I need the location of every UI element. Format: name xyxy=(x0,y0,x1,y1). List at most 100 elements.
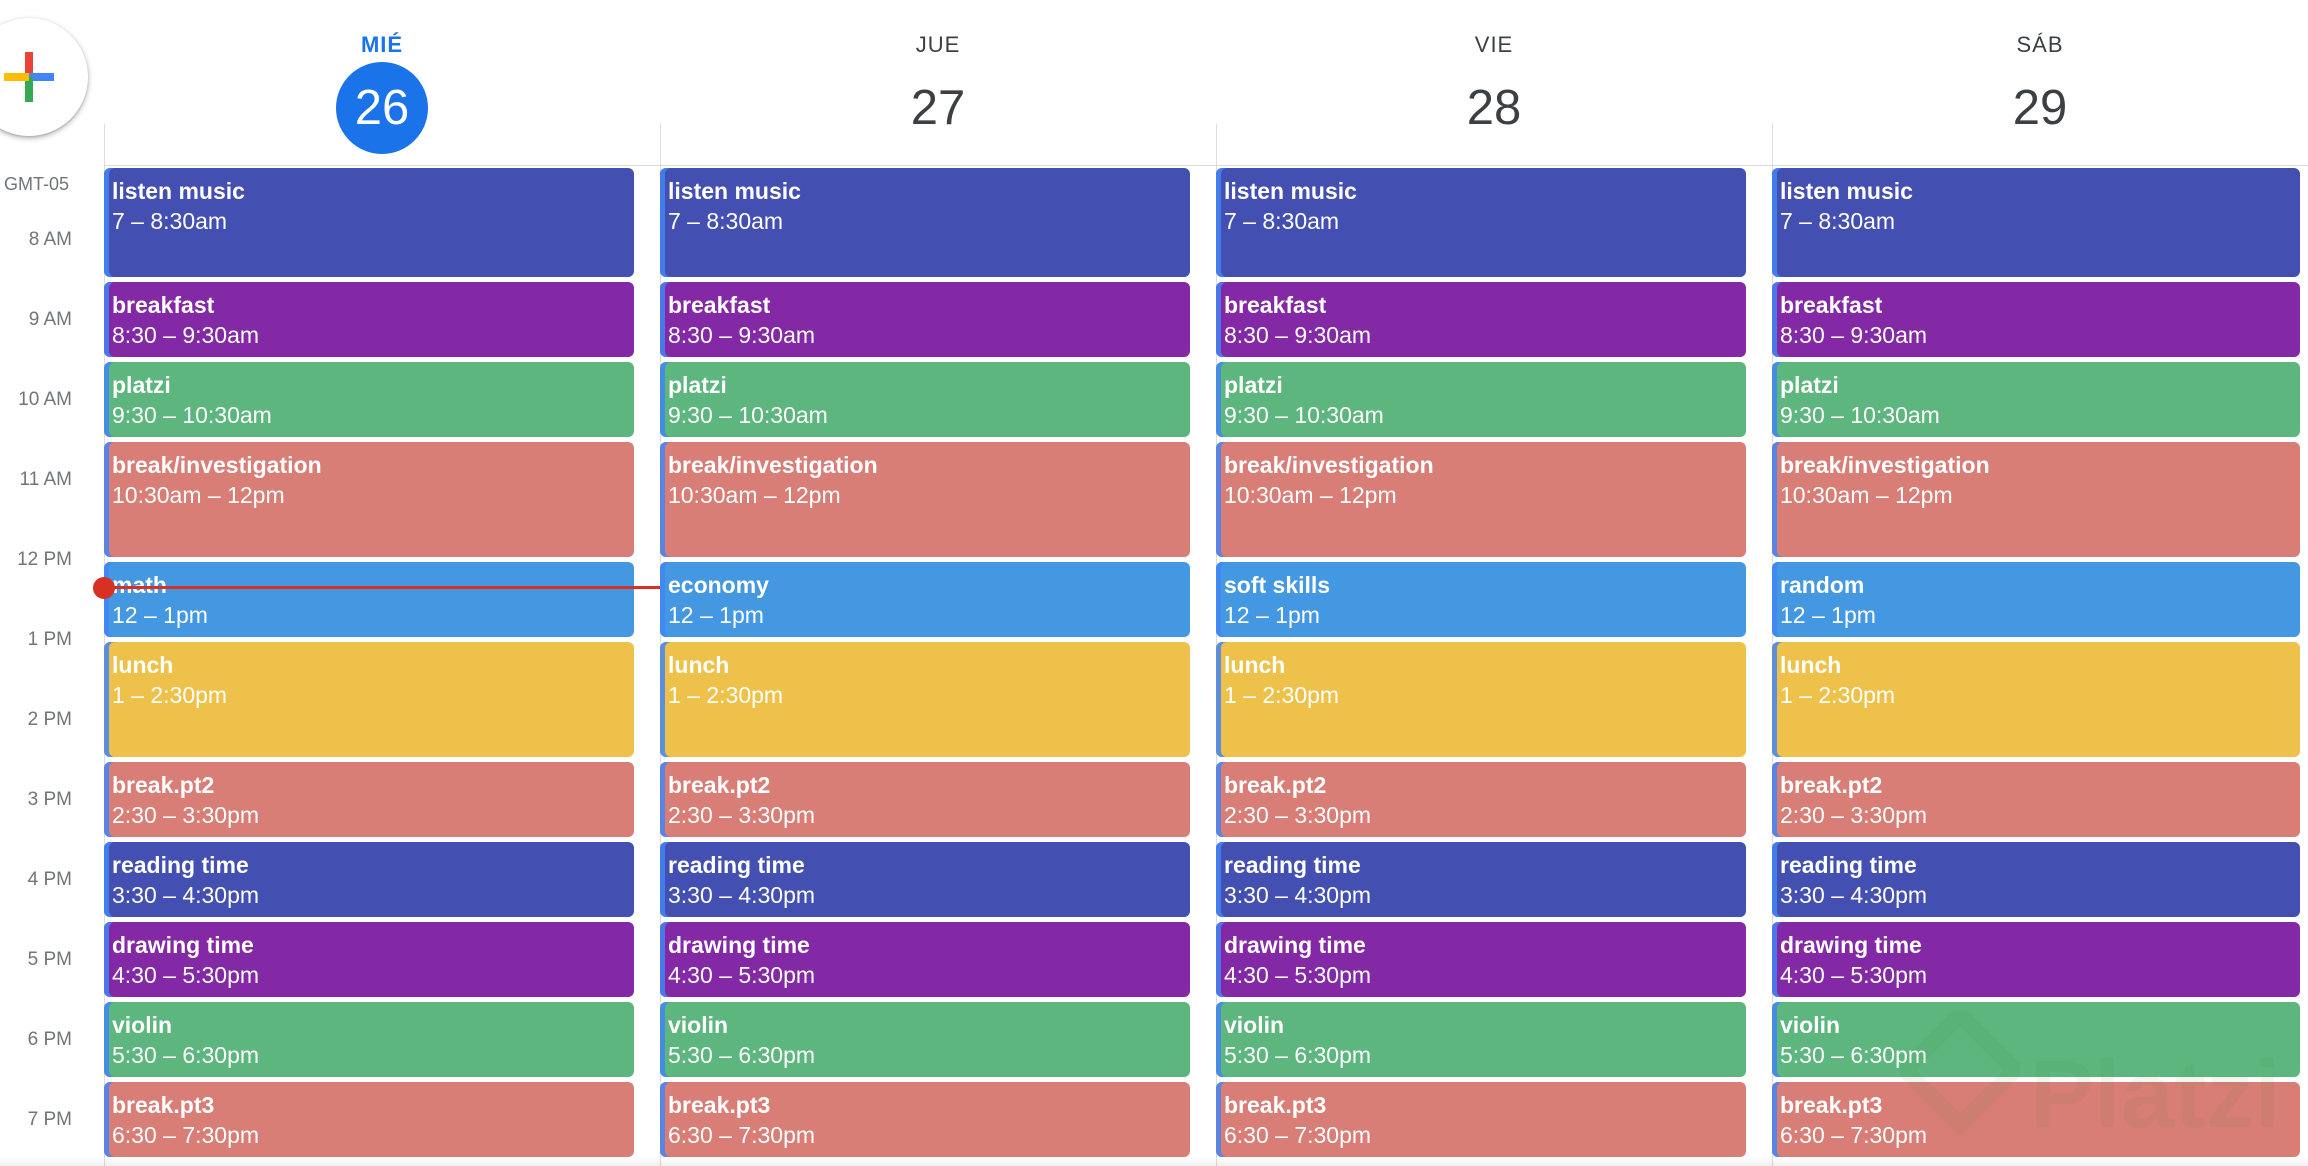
event-block[interactable]: math 12 – 1pm xyxy=(104,562,634,637)
event-block[interactable]: platzi 9:30 – 10:30am xyxy=(104,362,634,437)
event-title: breakfast xyxy=(1780,292,1883,318)
event-block[interactable]: violin 5:30 – 6:30pm xyxy=(660,1002,1190,1077)
event-block[interactable]: platzi 9:30 – 10:30am xyxy=(1216,362,1746,437)
event-block[interactable]: breakfast 8:30 – 9:30am xyxy=(660,282,1190,357)
event-time: 5:30 – 6:30pm xyxy=(668,1042,816,1068)
event-block[interactable]: break.pt2 2:30 – 3:30pm xyxy=(1216,762,1746,837)
event-title: breakfast xyxy=(112,292,215,318)
event-title: lunch xyxy=(112,652,174,678)
event-title: reading time xyxy=(1224,852,1361,878)
day-header-1[interactable]: JUE 27 xyxy=(660,0,1216,166)
event-block[interactable]: economy 12 – 1pm xyxy=(660,562,1190,637)
event-time: 4:30 – 5:30pm xyxy=(1780,962,1928,988)
event-block[interactable]: break.pt2 2:30 – 3:30pm xyxy=(1772,762,2300,837)
event-block[interactable]: drawing time 4:30 – 5:30pm xyxy=(660,922,1190,997)
day-of-week-label: VIE xyxy=(1474,32,1514,57)
event-block[interactable]: lunch 1 – 2:30pm xyxy=(104,642,634,757)
event-block[interactable]: drawing time 4:30 – 5:30pm xyxy=(104,922,634,997)
time-label: 11 AM xyxy=(19,469,72,490)
event-title: break/investigation xyxy=(668,452,878,478)
event-title: reading time xyxy=(668,852,805,878)
event-title: breakfast xyxy=(668,292,771,318)
event-block[interactable]: lunch 1 – 2:30pm xyxy=(660,642,1190,757)
event-time: 2:30 – 3:30pm xyxy=(1780,802,1928,828)
event-block[interactable]: breakfast 8:30 – 9:30am xyxy=(1772,282,2300,357)
event-time: 4:30 – 5:30pm xyxy=(112,962,260,988)
create-event-button[interactable] xyxy=(0,18,88,136)
event-title: reading time xyxy=(112,852,249,878)
time-label: 2 PM xyxy=(27,709,72,730)
event-time: 10:30am – 12pm xyxy=(1224,482,1397,508)
day-number[interactable]: 26 xyxy=(336,62,428,154)
event-block[interactable]: break.pt3 6:30 – 7:30pm xyxy=(660,1082,1190,1157)
event-block[interactable]: reading time 3:30 – 4:30pm xyxy=(1216,842,1746,917)
event-time: 3:30 – 4:30pm xyxy=(112,882,260,908)
event-title: platzi xyxy=(1780,372,1839,398)
event-time: 5:30 – 6:30pm xyxy=(112,1042,260,1068)
event-time: 8:30 – 9:30am xyxy=(1780,322,1928,348)
event-title: break.pt2 xyxy=(1224,772,1327,798)
event-title: drawing time xyxy=(1780,932,1922,958)
time-label: 4 PM xyxy=(27,869,72,890)
day-header-3[interactable]: SÁB 29 xyxy=(1772,0,2308,166)
time-label: 9 AM xyxy=(28,309,72,330)
day-number[interactable]: 29 xyxy=(2012,81,2068,135)
event-time: 1 – 2:30pm xyxy=(668,682,784,708)
event-block[interactable]: break/investigation 10:30am – 12pm xyxy=(660,442,1190,557)
event-title: lunch xyxy=(668,652,730,678)
event-time: 8:30 – 9:30am xyxy=(1224,322,1372,348)
day-of-week-label: JUE xyxy=(915,32,961,57)
event-block[interactable]: drawing time 4:30 – 5:30pm xyxy=(1216,922,1746,997)
event-time: 4:30 – 5:30pm xyxy=(668,962,816,988)
event-time: 12 – 1pm xyxy=(668,602,764,628)
event-block[interactable]: breakfast 8:30 – 9:30am xyxy=(1216,282,1746,357)
event-title: break.pt3 xyxy=(668,1092,771,1118)
event-block[interactable]: listen music 7 – 8:30am xyxy=(1772,168,2300,277)
event-block[interactable]: soft skills 12 – 1pm xyxy=(1216,562,1746,637)
event-block[interactable]: violin 5:30 – 6:30pm xyxy=(1772,1002,2300,1077)
event-time: 6:30 – 7:30pm xyxy=(112,1122,260,1148)
event-block[interactable]: reading time 3:30 – 4:30pm xyxy=(104,842,634,917)
event-block[interactable]: reading time 3:30 – 4:30pm xyxy=(1772,842,2300,917)
event-title: listen music xyxy=(112,178,245,204)
event-time: 5:30 – 6:30pm xyxy=(1224,1042,1372,1068)
day-header-0[interactable]: MIÉ 26 xyxy=(104,0,660,166)
event-time: 10:30am – 12pm xyxy=(112,482,285,508)
event-block[interactable]: break.pt2 2:30 – 3:30pm xyxy=(660,762,1190,837)
day-header-2[interactable]: VIE 28 xyxy=(1216,0,1772,166)
event-time: 12 – 1pm xyxy=(1224,602,1320,628)
event-block[interactable]: violin 5:30 – 6:30pm xyxy=(1216,1002,1746,1077)
event-time: 9:30 – 10:30am xyxy=(112,402,272,428)
event-block[interactable]: random 12 – 1pm xyxy=(1772,562,2300,637)
platzi-logo-icon xyxy=(1900,1010,2020,1137)
event-block[interactable]: listen music 7 – 8:30am xyxy=(104,168,634,277)
event-block[interactable]: break.pt3 6:30 – 7:30pm xyxy=(1216,1082,1746,1157)
event-title: soft skills xyxy=(1224,572,1331,598)
event-block[interactable]: violin 5:30 – 6:30pm xyxy=(104,1002,634,1077)
event-time: 5:30 – 6:30pm xyxy=(1780,1042,1928,1068)
event-block[interactable]: breakfast 8:30 – 9:30am xyxy=(104,282,634,357)
event-time: 7 – 8:30am xyxy=(668,208,784,234)
event-block[interactable]: break/investigation 10:30am – 12pm xyxy=(1772,442,2300,557)
event-block[interactable]: break.pt3 6:30 – 7:30pm xyxy=(1772,1082,2300,1157)
event-block[interactable]: reading time 3:30 – 4:30pm xyxy=(660,842,1190,917)
event-block[interactable]: lunch 1 – 2:30pm xyxy=(1216,642,1746,757)
event-block[interactable]: break/investigation 10:30am – 12pm xyxy=(104,442,634,557)
event-time: 1 – 2:30pm xyxy=(112,682,228,708)
event-block[interactable]: platzi 9:30 – 10:30am xyxy=(660,362,1190,437)
event-block[interactable]: break.pt2 2:30 – 3:30pm xyxy=(104,762,634,837)
day-number[interactable]: 27 xyxy=(910,81,966,135)
event-title: platzi xyxy=(1224,372,1283,398)
event-block[interactable]: listen music 7 – 8:30am xyxy=(660,168,1190,277)
event-block[interactable]: listen music 7 – 8:30am xyxy=(1216,168,1746,277)
event-block[interactable]: lunch 1 – 2:30pm xyxy=(1772,642,2300,757)
day-number[interactable]: 28 xyxy=(1466,81,1522,135)
event-block[interactable]: platzi 9:30 – 10:30am xyxy=(1772,362,2300,437)
event-block[interactable]: drawing time 4:30 – 5:30pm xyxy=(1772,922,2300,997)
event-time: 6:30 – 7:30pm xyxy=(668,1122,816,1148)
event-block[interactable]: break.pt3 6:30 – 7:30pm xyxy=(104,1082,634,1157)
event-block[interactable]: break/investigation 10:30am – 12pm xyxy=(1216,442,1746,557)
day-of-week-label: MIÉ xyxy=(360,32,404,57)
event-title: break.pt3 xyxy=(112,1092,215,1118)
event-time: 8:30 – 9:30am xyxy=(668,322,816,348)
